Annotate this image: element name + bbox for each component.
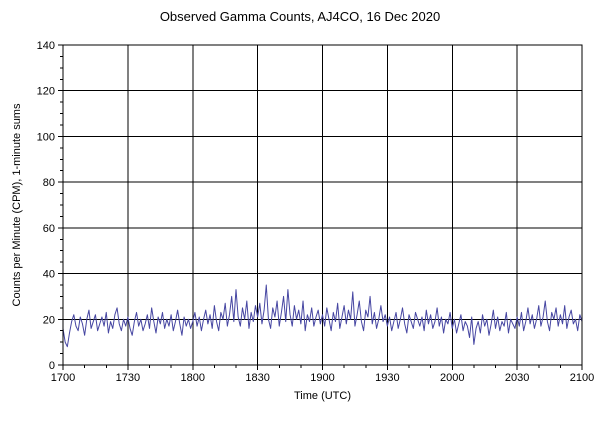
plot-border: [62, 44, 583, 366]
x-tick-label: 1700: [51, 372, 75, 384]
y-tick-label: 40: [43, 269, 55, 281]
chart-title: Observed Gamma Counts, AJ4CO, 16 Dec 202…: [159, 9, 441, 24]
y-tick-label: 20: [43, 314, 55, 326]
x-tick-label: 2100: [570, 372, 594, 384]
x-tick-label: 1900: [310, 372, 334, 384]
y-axis-label: Counts per Minute (CPM), 1-minute sums: [11, 103, 23, 307]
x-tick-label: 2030: [505, 372, 529, 384]
y-tick-label: 100: [37, 131, 55, 143]
data-series-line: [62, 284, 583, 348]
x-tick-label: 1800: [181, 372, 205, 384]
y-tick-label: 120: [37, 86, 55, 98]
x-axis-label: Time (UTC): [293, 390, 352, 402]
y-tick-label: 80: [43, 177, 55, 189]
x-tick-label: 2000: [440, 372, 464, 384]
x-tick-label: 1930: [375, 372, 399, 384]
y-tick-label: 0: [49, 360, 55, 372]
y-tick-label: 60: [43, 223, 55, 235]
x-tick-label: 1830: [245, 372, 269, 384]
x-tick-label: 1730: [116, 372, 140, 384]
y-tick-label: 140: [37, 40, 55, 52]
